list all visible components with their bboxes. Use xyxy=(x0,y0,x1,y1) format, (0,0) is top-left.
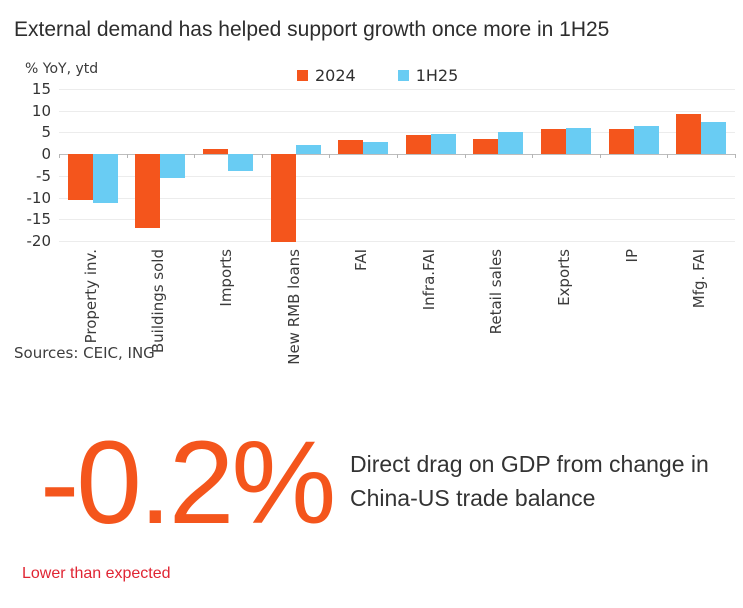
legend-swatch-2024 xyxy=(297,70,308,81)
bar-1h25-buildings-sold xyxy=(160,154,186,179)
bar-1h25-exports xyxy=(566,128,591,155)
y-tick-label: -15 xyxy=(26,210,52,229)
y-tick-label: 0 xyxy=(41,145,51,164)
y-tick-label: -5 xyxy=(36,166,51,185)
gridline xyxy=(59,175,735,177)
x-axis-tick xyxy=(735,154,736,159)
category-label: Exports xyxy=(555,249,573,306)
bar-2024-property-inv xyxy=(67,154,93,201)
y-tick-label: 10 xyxy=(31,101,51,120)
x-axis-tick xyxy=(599,154,601,159)
gridline xyxy=(59,89,735,90)
y-axis-label: % YoY, ytd xyxy=(25,61,99,77)
x-axis-tick xyxy=(329,154,331,159)
legend-label-1h25: 1H25 xyxy=(415,66,459,85)
category-label: Infra.FAI xyxy=(419,249,438,311)
bar-2024-exports xyxy=(541,128,566,155)
bar-2024-fai xyxy=(338,140,364,155)
bar-1h25-mfg-fai xyxy=(701,121,727,155)
category-label: Buildings sold xyxy=(149,249,168,354)
bar-1h25-imports xyxy=(228,154,253,172)
stat-note: Lower than expected xyxy=(22,565,171,582)
category-label: Property inv. xyxy=(81,249,100,344)
x-axis-tick xyxy=(126,154,128,159)
stat-value: -0.2% xyxy=(40,417,336,549)
y-tick-label: 5 xyxy=(41,123,51,142)
legend-item-2024: 2024 xyxy=(297,66,356,85)
bar-1h25-new-rmb-loans xyxy=(295,145,321,155)
x-axis-tick xyxy=(464,154,466,159)
legend-label-2024: 2024 xyxy=(315,66,356,85)
bar-1h25-property-inv xyxy=(92,154,118,203)
y-tick-label: -10 xyxy=(26,188,52,207)
chart-legend: 2024 1H25 xyxy=(297,66,458,85)
category-label: Mfg. FAI xyxy=(690,249,709,309)
x-axis-tick xyxy=(667,154,669,159)
category-label: Imports xyxy=(217,249,235,307)
x-axis-tick xyxy=(261,154,263,159)
bar-2024-retail-sales xyxy=(473,138,499,155)
x-axis-tick xyxy=(59,154,60,159)
x-axis-tick xyxy=(532,154,534,159)
legend-item-1h25: 1H25 xyxy=(397,66,459,85)
category-label: Retail sales xyxy=(487,249,506,335)
bar-2024-infra-fai xyxy=(405,135,431,155)
bar-2024-ip xyxy=(608,128,634,155)
chart-title: External demand has helped support growt… xyxy=(14,18,610,41)
bar-1h25-infra-fai xyxy=(430,134,456,155)
y-tick-label: 15 xyxy=(31,80,51,98)
legend-swatch-1h25 xyxy=(397,70,409,81)
bar-2024-buildings-sold xyxy=(135,154,161,229)
bar-2024-new-rmb-loans xyxy=(270,154,296,243)
bar-2024-imports xyxy=(203,149,228,155)
bar-1h25-fai xyxy=(363,141,389,155)
category-label: FAI xyxy=(352,249,371,271)
gridline xyxy=(59,132,735,134)
sources-note: Sources: CEIC, ING xyxy=(14,344,155,362)
y-tick-label: -20 xyxy=(26,232,52,250)
x-axis-tick xyxy=(397,154,398,159)
stat-description: Direct drag on GDP from change in China-… xyxy=(350,451,709,511)
gridline xyxy=(59,110,735,112)
category-label: New RMB loans xyxy=(284,249,303,365)
bar-2024-mfg-fai xyxy=(676,114,702,155)
category-label: IP xyxy=(622,249,641,263)
gridline xyxy=(59,219,735,221)
gridline xyxy=(59,241,735,242)
bar-1h25-retail-sales xyxy=(498,132,524,155)
bar-chart-plot: 15 10 5 0 -5 -10 -15 -20 Property inv. Buildings … xyxy=(27,82,736,365)
bar-1h25-ip xyxy=(633,126,659,155)
gridline xyxy=(59,197,735,199)
x-axis-tick xyxy=(194,154,196,159)
